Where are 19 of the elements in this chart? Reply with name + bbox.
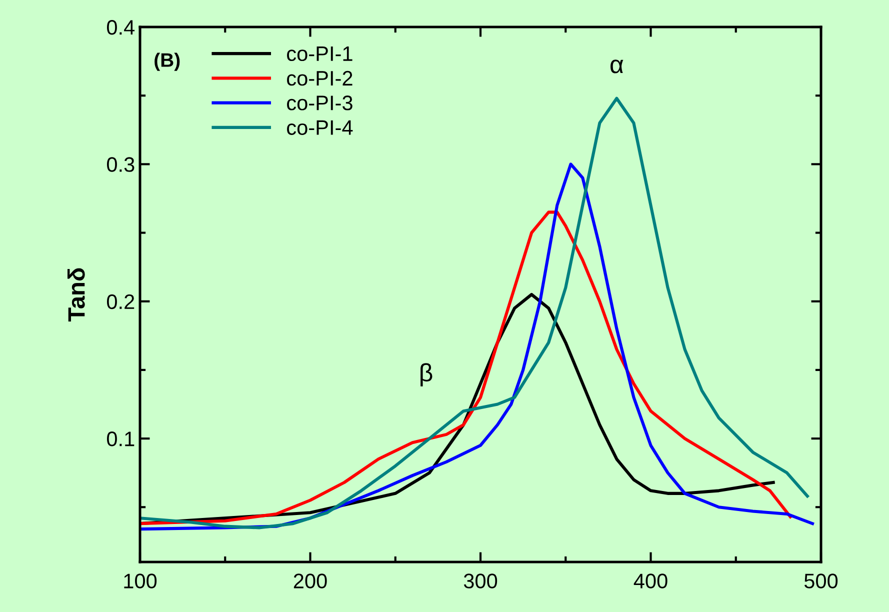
y-tick-label: 0.2: [106, 294, 134, 310]
y-axis-title: Tanδ: [68, 268, 85, 322]
legend-label: co-PI-3: [287, 96, 352, 110]
legend-label: co-PI-1: [287, 46, 352, 62]
line-series: [140, 210, 792, 526]
x-tick-label: 300: [464, 574, 498, 588]
x-tick-label: 500: [804, 574, 838, 588]
x-tick-label: 200: [294, 574, 327, 588]
line-series: [140, 96, 809, 530]
annotation: α: [610, 60, 624, 74]
legend-label: co-PI-4: [287, 120, 353, 135]
x-tick-label: 100: [124, 574, 157, 588]
annotation: β: [420, 363, 432, 386]
annotation: (B): [154, 52, 180, 71]
y-tick-label: 0.4: [106, 20, 135, 35]
legend-label: co-PI-2: [287, 70, 352, 86]
x-tick-label: 400: [634, 574, 668, 588]
y-tick-label: 0.1: [106, 432, 134, 446]
y-tick-label: 0.3: [106, 157, 134, 172]
